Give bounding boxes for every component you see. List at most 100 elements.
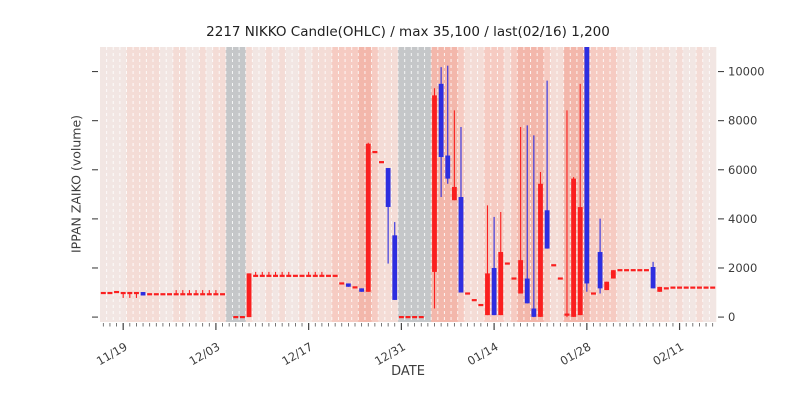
candle-12/13 — [279, 271, 285, 277]
candle-01/18 — [518, 127, 523, 294]
candle-01/29 — [590, 292, 596, 295]
candle-02/06 — [643, 269, 649, 272]
candle-12/21 — [332, 274, 338, 277]
candle-11/16 — [100, 291, 106, 295]
candle-11/29 — [186, 290, 192, 296]
x-tick-label: 12/17 — [279, 339, 315, 368]
candle-12/10 — [259, 271, 265, 277]
candle-02/12 — [683, 286, 689, 289]
candle-01/03 — [418, 315, 424, 319]
day-background-columns — [100, 47, 717, 322]
candle-01/02 — [412, 315, 418, 319]
candle-12/02 — [206, 290, 212, 296]
candle-01/12 — [478, 303, 484, 307]
candle-11/27 — [173, 290, 179, 296]
x-axis-label: DATE — [391, 364, 425, 379]
candle-01/30 — [597, 218, 603, 294]
candle-02/01 — [610, 270, 616, 279]
candle-01/31 — [604, 281, 610, 291]
candle-12/28 — [379, 161, 385, 164]
y-tick-label: 4000 — [728, 212, 757, 226]
candle-01/22 — [544, 80, 550, 249]
candle-11/30 — [193, 290, 199, 296]
x-tick-label: 02/11 — [650, 339, 686, 368]
candles-group — [100, 47, 716, 319]
candle-01/07 — [445, 65, 451, 184]
candle-11/22 — [140, 292, 146, 296]
candle-12/18 — [312, 271, 318, 277]
y-tick-label: 2000 — [728, 261, 757, 275]
candle-12/24 — [352, 286, 358, 289]
candle-12/29 — [385, 168, 391, 264]
candle-12/22 — [339, 282, 345, 285]
x-tick-label: 01/14 — [465, 339, 501, 368]
y-tick-label: 8000 — [728, 114, 757, 128]
candle-02/02 — [617, 269, 623, 272]
y-axis-label: IPPAN ZAIKO (volume) — [68, 114, 84, 254]
candle-02/11 — [677, 286, 683, 289]
candle-12/15 — [292, 274, 298, 277]
candle-12/03 — [213, 290, 219, 296]
candle-12/08 — [246, 273, 252, 318]
candle-12/04 — [220, 293, 226, 296]
candle-01/21 — [538, 171, 543, 317]
candle-11/19 — [120, 291, 126, 298]
y-tick-label: 6000 — [728, 163, 757, 177]
chart-title: 2217 NIKKO Candle(OHLC) / max 35,100 / l… — [206, 24, 610, 40]
x-tick-label: 01/28 — [558, 339, 594, 368]
candle-12/11 — [266, 271, 272, 277]
candle-12/23 — [345, 283, 351, 287]
candle-02/09 — [663, 287, 669, 290]
candle-02/10 — [670, 286, 676, 289]
candle-01/08 — [451, 110, 457, 201]
candle-12/26 — [365, 142, 371, 292]
y-tick-label: 0 — [728, 310, 735, 324]
candle-01/01 — [405, 315, 411, 319]
x-tick-labels: 11/19 12/03 12/17 12/31 01/14 01/28 02/11 — [94, 323, 686, 368]
candle-12/06 — [233, 315, 239, 319]
day-gridlines — [106, 47, 710, 322]
candle-01/28 — [584, 47, 590, 292]
candle-02/05 — [637, 269, 643, 272]
candle-02/03 — [624, 269, 630, 272]
candle-11/20 — [127, 291, 133, 298]
candle-01/23 — [551, 264, 557, 267]
candle-12/25 — [359, 288, 365, 292]
candle-11/21 — [133, 291, 139, 298]
candle-12/16 — [299, 274, 305, 277]
candle-02/13 — [690, 286, 696, 289]
candle-12/14 — [286, 271, 292, 277]
candle-11/18 — [114, 290, 120, 294]
x-tick-label: 12/03 — [187, 339, 223, 368]
candle-01/14 — [491, 216, 497, 316]
candle-02/04 — [630, 269, 636, 272]
candle-01/17 — [511, 277, 517, 280]
candle-01/26 — [571, 177, 576, 317]
candle-01/19 — [524, 125, 530, 304]
x-tick-label: 11/19 — [94, 339, 130, 368]
candle-01/27 — [577, 83, 583, 316]
candle-01/16 — [504, 262, 510, 265]
y-tick-labels: 0 2000 4000 6000 8000 10000 — [92, 65, 765, 324]
candle-01/11 — [471, 299, 477, 302]
candle-01/09 — [458, 127, 464, 293]
candle-01/15 — [498, 212, 504, 316]
candle-11/26 — [167, 293, 173, 296]
candle-01/24 — [557, 277, 563, 280]
candle-12/19 — [319, 271, 325, 277]
candle-01/20 — [531, 135, 537, 318]
candle-01/25 — [564, 110, 570, 318]
candle-11/28 — [180, 290, 186, 296]
candle-12/12 — [273, 271, 279, 277]
candle-01/06 — [438, 67, 444, 198]
candle-12/30 — [392, 222, 398, 300]
candle-12/20 — [326, 274, 332, 277]
candle-02/08 — [657, 286, 663, 292]
candle-12/31 — [398, 315, 404, 319]
candle-02/14 — [696, 286, 702, 289]
candle-11/24 — [153, 293, 159, 296]
candle-11/17 — [107, 291, 113, 295]
candle-02/15 — [703, 286, 709, 289]
candle-02/07 — [650, 261, 656, 289]
